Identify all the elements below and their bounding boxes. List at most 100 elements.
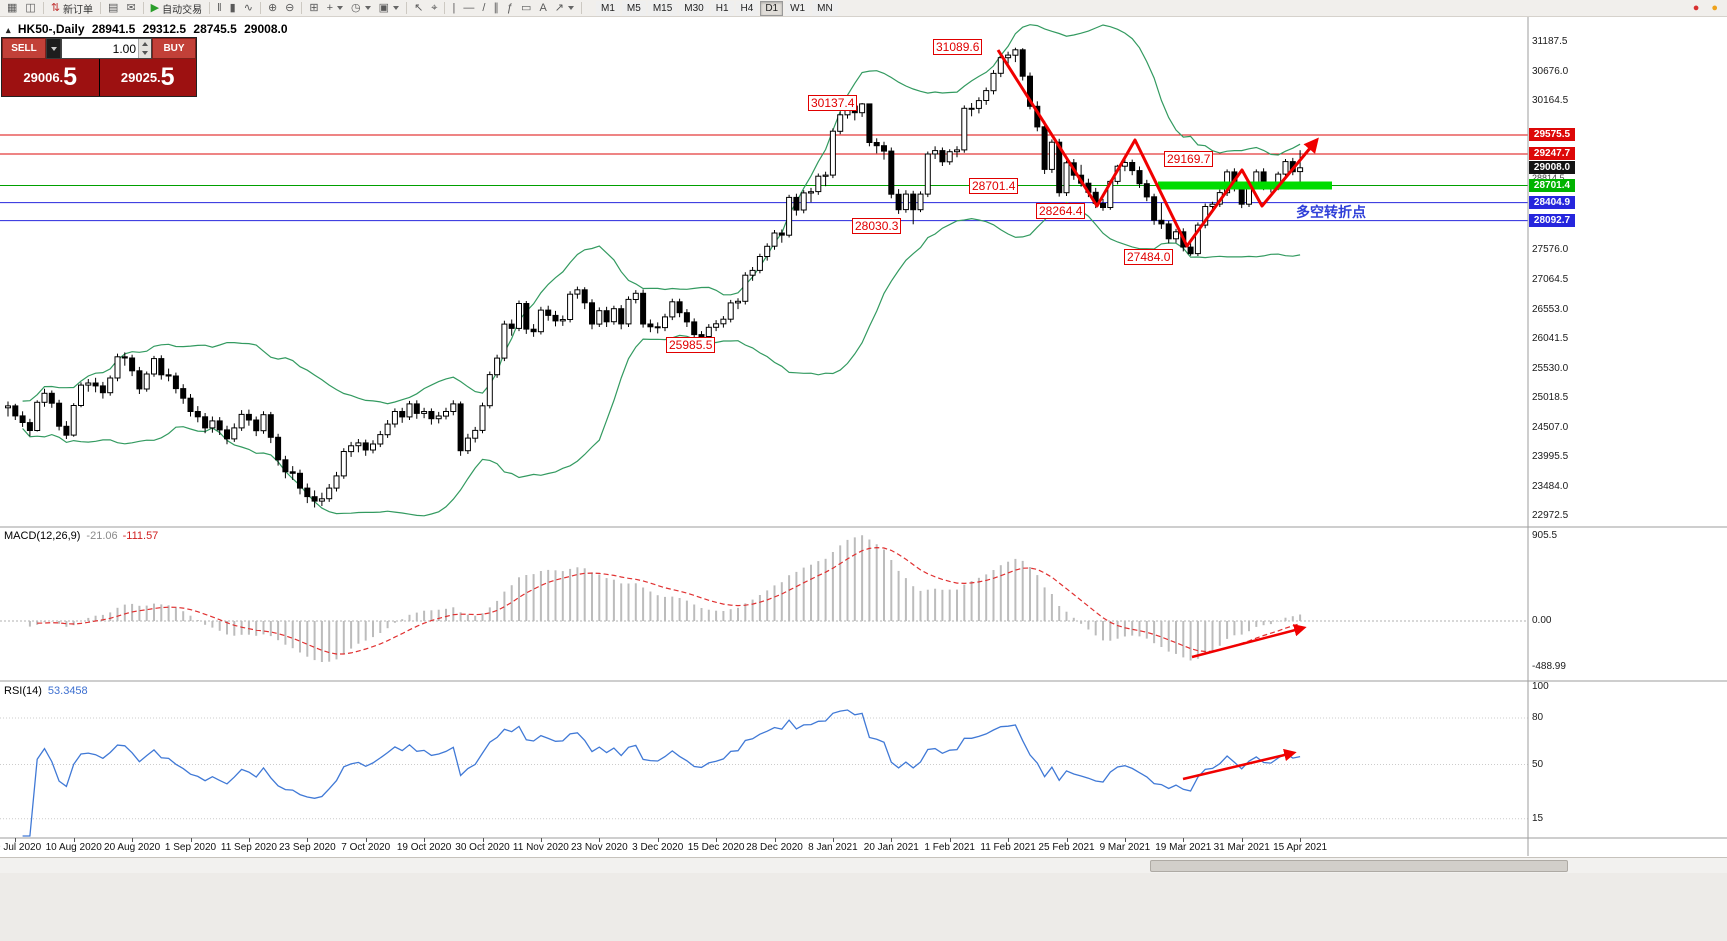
new-chart-icon[interactable]: ▦ — [3, 1, 21, 16]
vertical-line-button[interactable]: | — [448, 1, 459, 16]
timeframe-m15[interactable]: M15 — [647, 0, 678, 16]
volume-input[interactable] — [62, 39, 138, 58]
timeframe-h1[interactable]: H1 — [710, 0, 734, 16]
price-callout[interactable]: 30137.4 — [808, 95, 858, 111]
scrollbar-thumb[interactable] — [1150, 860, 1568, 872]
price-callout[interactable]: 28701.4 — [969, 178, 1019, 194]
timeframe-m30[interactable]: M30 — [679, 0, 709, 16]
shapes-button[interactable]: ▭ — [517, 1, 535, 16]
price-badge: 29008.0 — [1529, 160, 1575, 174]
zoom-in-button[interactable]: ⊕ — [264, 1, 281, 16]
autotrading-button[interactable]: ▶ 自动交易 — [147, 1, 206, 16]
community-icon-glyph: ● — [1692, 1, 1700, 14]
date-axis-label: 11 Nov 2020 — [512, 842, 569, 853]
buy-price-button[interactable]: 29025. 5 — [99, 59, 196, 96]
date-axis-label: 20 Aug 2020 — [104, 842, 161, 853]
volume-stepper — [138, 39, 151, 58]
periods-button[interactable]: ◷ — [347, 1, 375, 16]
timeframe-d1[interactable]: D1 — [760, 0, 784, 16]
date-tick — [832, 838, 834, 842]
toolbar-separator — [209, 2, 211, 14]
price-callout[interactable]: 28264.4 — [1036, 203, 1086, 219]
fibonacci-button[interactable]: ƒ — [503, 1, 517, 16]
new-order-button[interactable]: ⇅ 新订单 — [47, 1, 97, 16]
price-badge: 29575.5 — [1529, 128, 1575, 142]
price-axis-label: 26553.0 — [1532, 303, 1569, 315]
arrow-tools-button[interactable]: ↗ — [551, 1, 578, 16]
bar-chart-button[interactable]: ‖ — [213, 1, 226, 16]
price-axis-label: 22972.5 — [1532, 510, 1569, 522]
order-options-dropdown[interactable] — [46, 38, 61, 59]
crosshair-button[interactable]: ⌖ — [427, 1, 441, 16]
chart-annotations — [996, 49, 1332, 781]
sell-button[interactable]: SELL — [2, 38, 46, 59]
candlestick-chart-button[interactable]: ▮ — [226, 1, 240, 16]
autotrading-glyph: ▶ — [150, 1, 160, 14]
toolbar-separator — [100, 2, 102, 14]
notifications-icon-glyph: ● — [1711, 1, 1718, 14]
indicators-button[interactable]: + — [323, 1, 347, 16]
timeframe-mn[interactable]: MN — [812, 0, 838, 16]
rsi-name: RSI(14) — [4, 685, 42, 697]
community-icon[interactable]: ● — [1689, 1, 1704, 16]
price-axis-label: 27064.5 — [1532, 274, 1569, 285]
price-axis-label: 24507.0 — [1532, 421, 1569, 433]
timeframe-w1[interactable]: W1 — [785, 0, 811, 16]
market-watch-icon[interactable]: ▤ — [104, 1, 122, 16]
crosshair-glyph: ⌖ — [431, 1, 438, 14]
date-axis-label: 1 Feb 2021 — [924, 842, 975, 853]
notifications-icon[interactable]: ● — [1707, 1, 1722, 16]
buy-button[interactable]: BUY — [152, 38, 196, 59]
horizontal-line-button[interactable]: ― — [459, 1, 478, 16]
low-value: 28745.5 — [193, 22, 237, 36]
price-callout[interactable]: 29169.7 — [1164, 151, 1214, 167]
tile-windows-button[interactable]: ⊞ — [305, 1, 322, 16]
price-axis-label: 25018.5 — [1532, 392, 1569, 404]
expand-panel-icon[interactable]: ▴ — [6, 25, 11, 35]
bid-price-big-digit: 5 — [63, 63, 78, 91]
chart-profiles-icon[interactable]: ◫ — [21, 1, 39, 16]
mailbox-icon-glyph: ✉ — [126, 1, 136, 14]
price-callout[interactable]: 27484.0 — [1124, 249, 1174, 265]
support-zone-bar[interactable] — [1158, 181, 1332, 190]
timeframe-bar: M1 M5 M15 M30 H1 H4 D1 W1 MN — [595, 0, 839, 16]
date-axis-label: 25 Feb 2021 — [1038, 842, 1095, 853]
price-callout[interactable]: 31089.6 — [933, 39, 983, 55]
mailbox-icon[interactable]: ✉ — [122, 1, 139, 16]
price-callout[interactable]: 25985.5 — [666, 337, 716, 353]
turning-point-label[interactable]: 多空转折点 — [1296, 204, 1366, 220]
date-tick — [891, 838, 893, 842]
text-button[interactable]: A — [535, 1, 550, 16]
templates-glyph: ▣ — [378, 1, 390, 14]
trendline-glyph: / — [482, 1, 486, 14]
templates-button[interactable]: ▣ — [375, 1, 403, 16]
volume-increase-button[interactable] — [139, 39, 151, 49]
date-tick — [190, 838, 192, 842]
line-chart-button[interactable]: ∿ — [240, 1, 257, 16]
chart-profiles-icon-glyph: ◫ — [25, 1, 36, 14]
price-callout[interactable]: 28030.3 — [852, 218, 902, 234]
chart-ohlc-line: ▴ HK50-,Daily 28941.5 29312.5 28745.5 29… — [6, 22, 292, 36]
zoom-out-button[interactable]: ⊖ — [281, 1, 298, 16]
cursor-button[interactable]: ↖ — [410, 1, 427, 16]
timeframe-h4[interactable]: H4 — [735, 0, 759, 16]
price-axis-label: 28814.5 — [1532, 173, 1565, 183]
channel-button[interactable]: ∥ — [489, 1, 503, 16]
macd-axis-label: 905.5 — [1532, 530, 1558, 541]
price-axis-label: 31187.5 — [1532, 36, 1568, 47]
rsi-trend-arrow[interactable] — [1182, 748, 1297, 781]
cursor-glyph: ↖ — [414, 1, 424, 14]
sell-price-button[interactable]: 29006. 5 — [2, 59, 99, 96]
horizontal-scrollbar[interactable] — [0, 857, 1727, 873]
rsi-axis-label: 15 — [1532, 812, 1544, 824]
macd-trend-arrow[interactable] — [1191, 624, 1307, 659]
price-zigzag-arrow[interactable] — [996, 49, 1319, 248]
trendline-button[interactable]: / — [478, 1, 489, 16]
chevron-up-icon — [142, 41, 148, 46]
volume-decrease-button[interactable] — [139, 49, 151, 59]
timeframe-m5[interactable]: M5 — [621, 0, 646, 16]
autotrading-button-label: 自动交易 — [162, 4, 203, 16]
toolbar: ▦ ◫ ⇅ 新订单 ▤ ✉ ▶ 自动交易 ‖ ▮ ∿ ⊕ ⊖ ⊞ + ◷ ▣ ↖ ⌖ | ― / ∥ ƒ ▭ A ↗ M1 M5 M15 M… — [0, 0, 1727, 17]
timeframe-m1[interactable]: M1 — [596, 0, 620, 16]
